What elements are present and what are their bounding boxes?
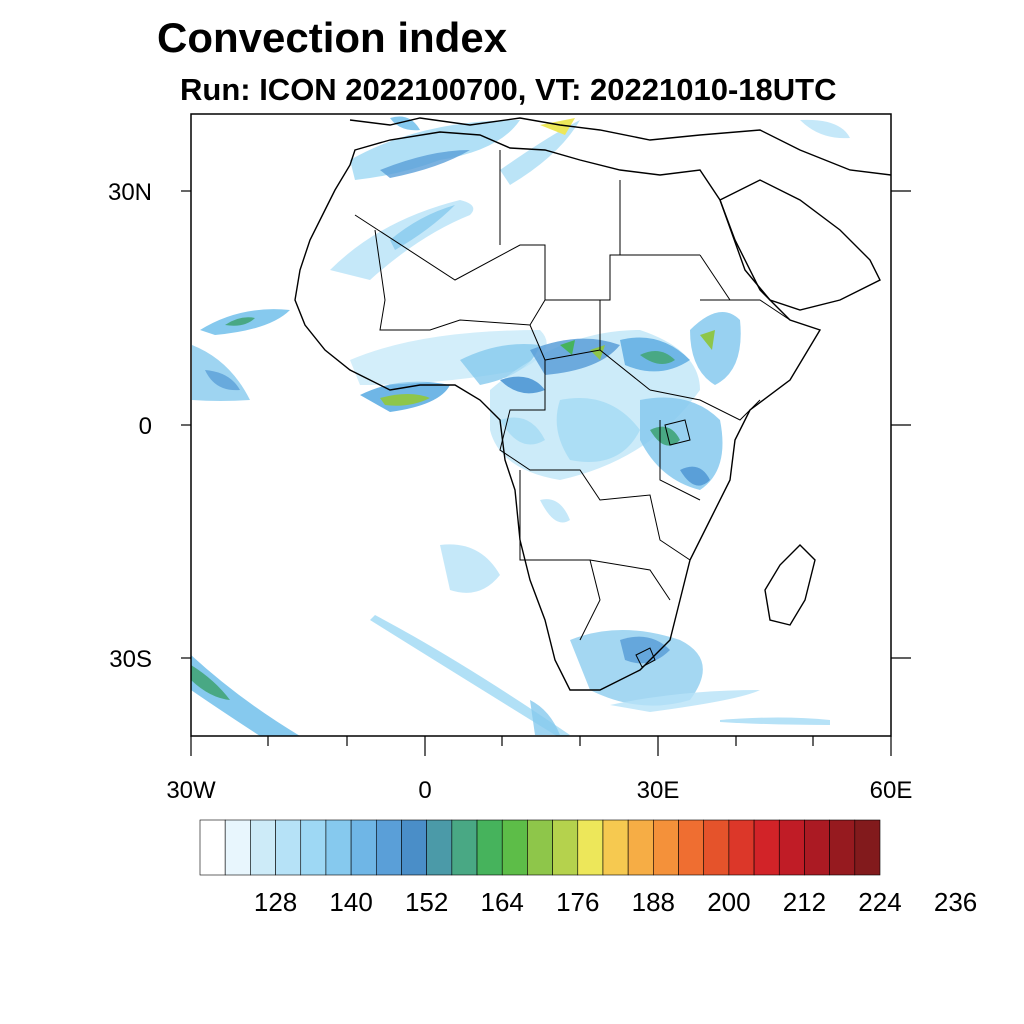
lon-label-30e: 30E: [637, 777, 680, 804]
colorbar-swatch: [476, 819, 503, 876]
colorbar-label: 176: [556, 887, 599, 917]
colorbar-label: 140: [329, 887, 372, 917]
colorbar-swatch: [426, 819, 453, 876]
colorbar-label: 164: [481, 887, 524, 917]
lat-label-30s: 30S: [109, 646, 152, 673]
colorbar-swatch: [653, 819, 679, 876]
chart-subtitle: Run: ICON 2022100700, VT: 20221010-18UTC: [180, 72, 837, 107]
colorbar-swatch: [199, 819, 226, 876]
colorbar-label: 224: [858, 887, 901, 917]
colorbar-swatch: [854, 819, 881, 876]
colorbar-swatch: [753, 819, 780, 876]
colorbar-swatch: [275, 819, 302, 876]
chart-title: Convection index: [157, 14, 508, 61]
lat-label-0: 0: [139, 413, 152, 440]
colorbar-label: 236: [934, 887, 977, 917]
coastlines: [294, 117, 891, 691]
tick-marks: [181, 190, 911, 756]
colorbar-swatch: [703, 819, 730, 876]
colorbar-label: 200: [707, 887, 750, 917]
colorbar-label: 188: [632, 887, 675, 917]
colorbar-swatch: [300, 819, 327, 876]
colorbar-swatch: [325, 819, 352, 876]
colorbar-swatch: [728, 819, 755, 876]
colorbar-label: 212: [783, 887, 826, 917]
colorbar-swatch: [250, 819, 276, 876]
colorbar-label: 152: [405, 887, 448, 917]
lon-label-0: 0: [418, 777, 431, 804]
colorbar-label: 128: [254, 887, 297, 917]
colorbar-swatch: [778, 819, 805, 876]
colorbar-labels: 128 140 152 164 176 188 200 212 224 236: [254, 887, 977, 917]
colorbar-swatch: [627, 819, 654, 876]
colorbar-swatch: [829, 819, 856, 876]
colorbar-swatch: [678, 819, 705, 876]
colorbar-swatch: [602, 819, 629, 876]
colorbar-swatch: [552, 819, 579, 876]
colorbar-swatch: [527, 819, 553, 876]
convection-shading: [191, 116, 850, 736]
colorbar-swatch: [451, 819, 478, 876]
colorbar-swatch: [375, 819, 402, 876]
lat-label-30n: 30N: [108, 179, 152, 206]
colorbar-swatch: [804, 819, 830, 876]
country-borders: [354, 150, 791, 668]
lon-label-60e: 60E: [870, 777, 913, 804]
colorbar-swatch: [224, 819, 251, 876]
colorbar-swatch: [501, 819, 528, 876]
colorbar-swatch: [577, 819, 604, 876]
colorbar-swatch: [401, 819, 427, 876]
colorbar: [199, 819, 881, 876]
lon-label-30w: 30W: [166, 777, 216, 804]
colorbar-swatch: [350, 819, 377, 876]
